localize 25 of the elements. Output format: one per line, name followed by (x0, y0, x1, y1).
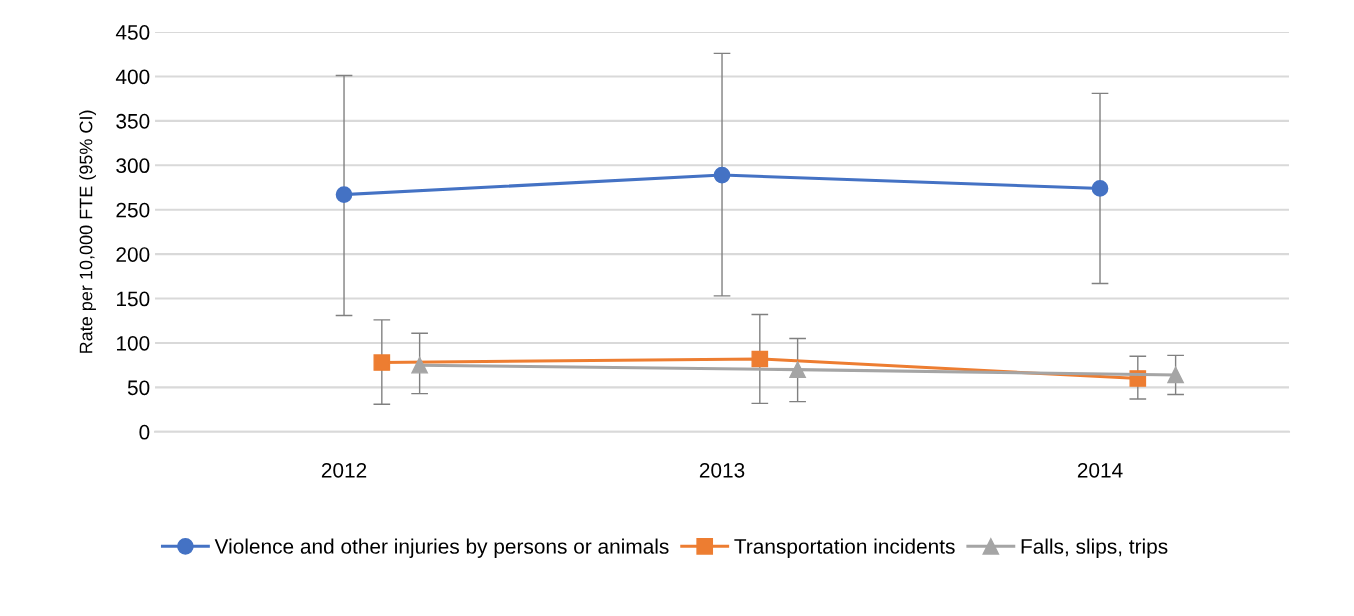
point (1167, 366, 1184, 384)
x-tick-label: 2013 (699, 462, 745, 478)
legend-label: Falls, slips, trips (1021, 538, 1168, 558)
y-tick-label: 350 (116, 113, 150, 129)
y-tick-label: 250 (116, 202, 150, 218)
x-tick-label: 2014 (1077, 462, 1123, 478)
y-tick-label: 50 (127, 380, 150, 396)
y-tick-label: 450 (115, 25, 150, 40)
y-tick-label: 0 (139, 424, 150, 440)
y-tick-label: 200 (116, 247, 150, 262)
legend-label: Transportation incidents (734, 538, 955, 558)
point (789, 361, 806, 378)
x-tick-label: 2012 (321, 462, 367, 478)
y-tick-label: 150 (117, 291, 150, 307)
y-axis-title: Rate per 10,000 FTE (95% CI) (79, 110, 96, 353)
point (373, 354, 391, 371)
point (1091, 180, 1109, 197)
y-tick-label: 300 (116, 158, 150, 174)
y-tick-label: 400 (115, 69, 150, 85)
point (751, 350, 769, 368)
y-tick-label: 100 (117, 335, 150, 351)
point (411, 356, 428, 374)
point (335, 186, 353, 203)
point (713, 166, 731, 184)
legend-label: Violence and other injuries by persons or animals (214, 538, 669, 558)
